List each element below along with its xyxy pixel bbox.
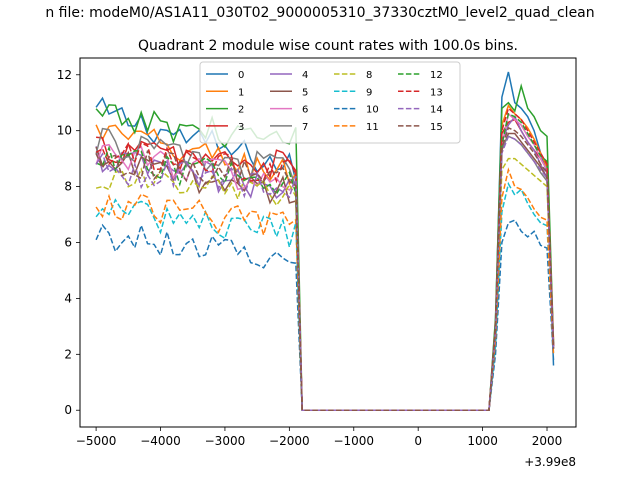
figure-suptitle: n file: modeM0/AS1A11_030T02_9000005310_… — [45, 5, 594, 21]
y-axis: 0 2 4 6 8 10 12 — [57, 68, 80, 417]
legend-label-9: 9 — [366, 87, 372, 98]
legend-label-12: 12 — [430, 70, 443, 81]
y-tick-label: 0 — [64, 403, 72, 417]
x-axis: −5000 −4000 −3000 −2000 −1000 0 1000 2000 — [76, 427, 562, 448]
x-tick-label: 1000 — [467, 434, 498, 448]
x-tick-label: −5000 — [76, 434, 117, 448]
x-tick-label: −2000 — [269, 434, 310, 448]
legend-label-7: 7 — [302, 122, 308, 133]
x-tick-label: −4000 — [140, 434, 181, 448]
x-offset-label: +3.99e8 — [524, 455, 576, 469]
legend-label-11: 11 — [366, 122, 379, 133]
legend-label-1: 1 — [238, 87, 244, 98]
series-line-14 — [95, 135, 555, 411]
legend-label-13: 13 — [430, 87, 443, 98]
series-line-15 — [95, 126, 555, 411]
y-tick-label: 2 — [64, 347, 72, 361]
plot-lines-group — [95, 71, 555, 411]
legend-label-5: 5 — [302, 87, 308, 98]
legend-label-8: 8 — [366, 70, 372, 81]
y-tick-label: 10 — [57, 124, 72, 138]
legend-label-10: 10 — [366, 105, 379, 116]
legend-label-14: 14 — [430, 105, 443, 116]
y-tick-label: 4 — [64, 291, 72, 305]
legend-box — [199, 61, 461, 144]
legend-label-15: 15 — [430, 122, 443, 133]
x-tick-label: 2000 — [532, 434, 563, 448]
legend-label-4: 4 — [302, 70, 308, 81]
y-tick-label: 6 — [64, 236, 72, 250]
legend-label-2: 2 — [238, 105, 244, 116]
chart-title: Quadrant 2 module wise count rates with … — [138, 38, 518, 54]
legend-label-3: 3 — [238, 122, 244, 133]
x-tick-label: −1000 — [333, 434, 374, 448]
y-tick-label: 8 — [64, 180, 72, 194]
x-tick-label: 0 — [414, 434, 422, 448]
legend-label-6: 6 — [302, 105, 308, 116]
y-tick-label: 12 — [57, 68, 72, 82]
x-tick-label: −3000 — [205, 434, 246, 448]
legend-label-0: 0 — [238, 70, 244, 81]
